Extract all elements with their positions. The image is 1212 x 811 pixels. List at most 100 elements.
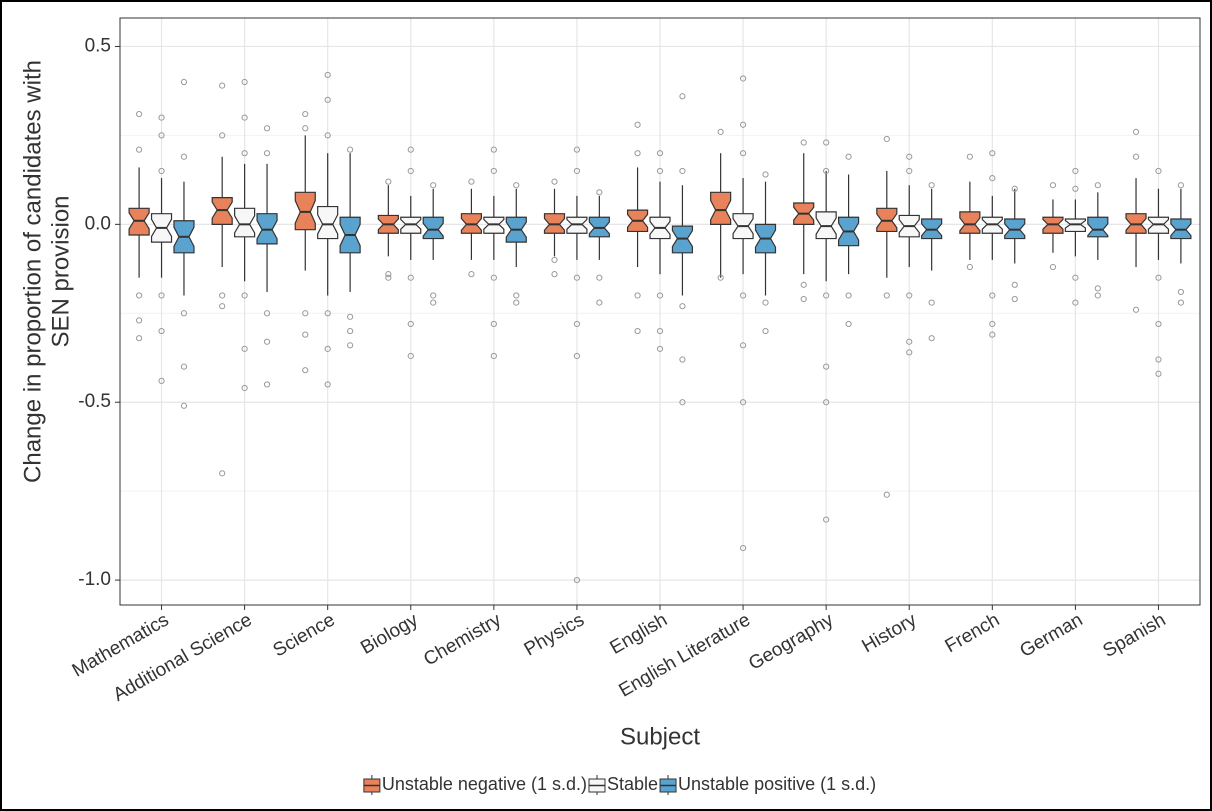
outlier bbox=[385, 274, 392, 281]
outlier bbox=[263, 310, 271, 317]
outlier bbox=[1155, 370, 1162, 377]
outlier bbox=[1155, 320, 1162, 328]
outlier bbox=[241, 292, 248, 299]
outlier bbox=[1177, 299, 1184, 306]
outlier bbox=[966, 263, 973, 271]
y-tick-label: 0.0 bbox=[85, 213, 111, 234]
y-tick-label: -0.5 bbox=[78, 391, 111, 412]
outlier bbox=[241, 345, 248, 352]
outlier bbox=[302, 331, 309, 338]
outlier bbox=[989, 150, 996, 157]
outlier bbox=[573, 320, 581, 328]
outlier bbox=[762, 299, 769, 306]
outlier bbox=[136, 110, 143, 118]
outlier bbox=[883, 491, 890, 498]
outlier bbox=[739, 75, 747, 82]
outlier bbox=[385, 271, 392, 278]
outlier bbox=[324, 132, 331, 139]
outlier bbox=[634, 150, 641, 157]
outlier bbox=[823, 139, 830, 146]
outlier bbox=[656, 150, 664, 157]
outlier bbox=[966, 153, 973, 160]
outlier bbox=[302, 110, 309, 118]
legend-label: Stable bbox=[607, 774, 658, 794]
outlier bbox=[596, 299, 603, 306]
outlier bbox=[1094, 285, 1101, 292]
outlier bbox=[407, 146, 414, 153]
outlier bbox=[1132, 306, 1140, 313]
legend: Unstable negative (1 s.d.) Stable Unstable… bbox=[363, 774, 876, 795]
outlier bbox=[717, 274, 724, 281]
outlier bbox=[136, 292, 143, 299]
outlier bbox=[1049, 182, 1057, 189]
outlier bbox=[634, 292, 641, 299]
outlier bbox=[219, 470, 226, 477]
outlier bbox=[739, 399, 747, 406]
outlier bbox=[302, 367, 309, 374]
outlier bbox=[800, 281, 807, 288]
outlier bbox=[180, 78, 188, 86]
outlier bbox=[1155, 356, 1162, 363]
outlier bbox=[906, 153, 913, 160]
outlier bbox=[762, 327, 769, 335]
outlier bbox=[241, 114, 248, 121]
outlier bbox=[158, 377, 165, 384]
outlier bbox=[573, 352, 581, 360]
outlier bbox=[739, 544, 747, 552]
outlier bbox=[241, 150, 248, 157]
outlier bbox=[634, 327, 641, 335]
outlier bbox=[490, 167, 497, 175]
outlier bbox=[1072, 274, 1079, 281]
box bbox=[317, 205, 339, 240]
outlier bbox=[573, 167, 581, 175]
outlier bbox=[263, 125, 271, 132]
outlier bbox=[573, 274, 581, 281]
outlier bbox=[302, 310, 309, 317]
outlier bbox=[573, 146, 581, 153]
outlier bbox=[180, 363, 188, 370]
outlier bbox=[1011, 295, 1018, 303]
outlier bbox=[136, 317, 143, 324]
box bbox=[422, 216, 444, 240]
outlier bbox=[136, 335, 143, 342]
outlier bbox=[241, 384, 248, 392]
outlier bbox=[989, 174, 996, 182]
outlier bbox=[158, 292, 165, 299]
outlier bbox=[596, 189, 603, 196]
outlier bbox=[596, 274, 603, 281]
outlier bbox=[656, 167, 664, 175]
outlier bbox=[1094, 292, 1101, 299]
outlier bbox=[324, 310, 331, 317]
outlier bbox=[490, 274, 497, 281]
outlier bbox=[928, 182, 935, 189]
outlier bbox=[513, 299, 520, 306]
outlier bbox=[430, 299, 437, 306]
outlier bbox=[906, 167, 913, 175]
outlier bbox=[1155, 167, 1162, 175]
outlier bbox=[739, 342, 747, 349]
outlier bbox=[883, 135, 890, 143]
outlier bbox=[823, 292, 830, 299]
y-tick-label: 0.5 bbox=[85, 35, 111, 56]
outlier bbox=[1132, 153, 1140, 160]
outlier bbox=[634, 121, 641, 128]
x-axis-title: Subject bbox=[620, 723, 700, 750]
outlier bbox=[656, 345, 664, 352]
outlier bbox=[180, 153, 188, 160]
outlier bbox=[219, 82, 226, 89]
outlier bbox=[800, 295, 807, 303]
y-axis-title: SEN provision bbox=[47, 195, 74, 347]
outlier bbox=[241, 78, 248, 86]
outlier bbox=[800, 139, 807, 146]
outlier bbox=[989, 292, 996, 299]
outlier bbox=[989, 331, 996, 338]
outlier bbox=[906, 349, 913, 356]
outlier bbox=[928, 299, 935, 306]
outlier bbox=[490, 352, 497, 360]
outlier bbox=[468, 178, 475, 185]
outlier bbox=[1177, 182, 1184, 189]
outlier bbox=[823, 363, 830, 370]
outlier bbox=[347, 327, 354, 335]
outlier bbox=[407, 352, 414, 360]
